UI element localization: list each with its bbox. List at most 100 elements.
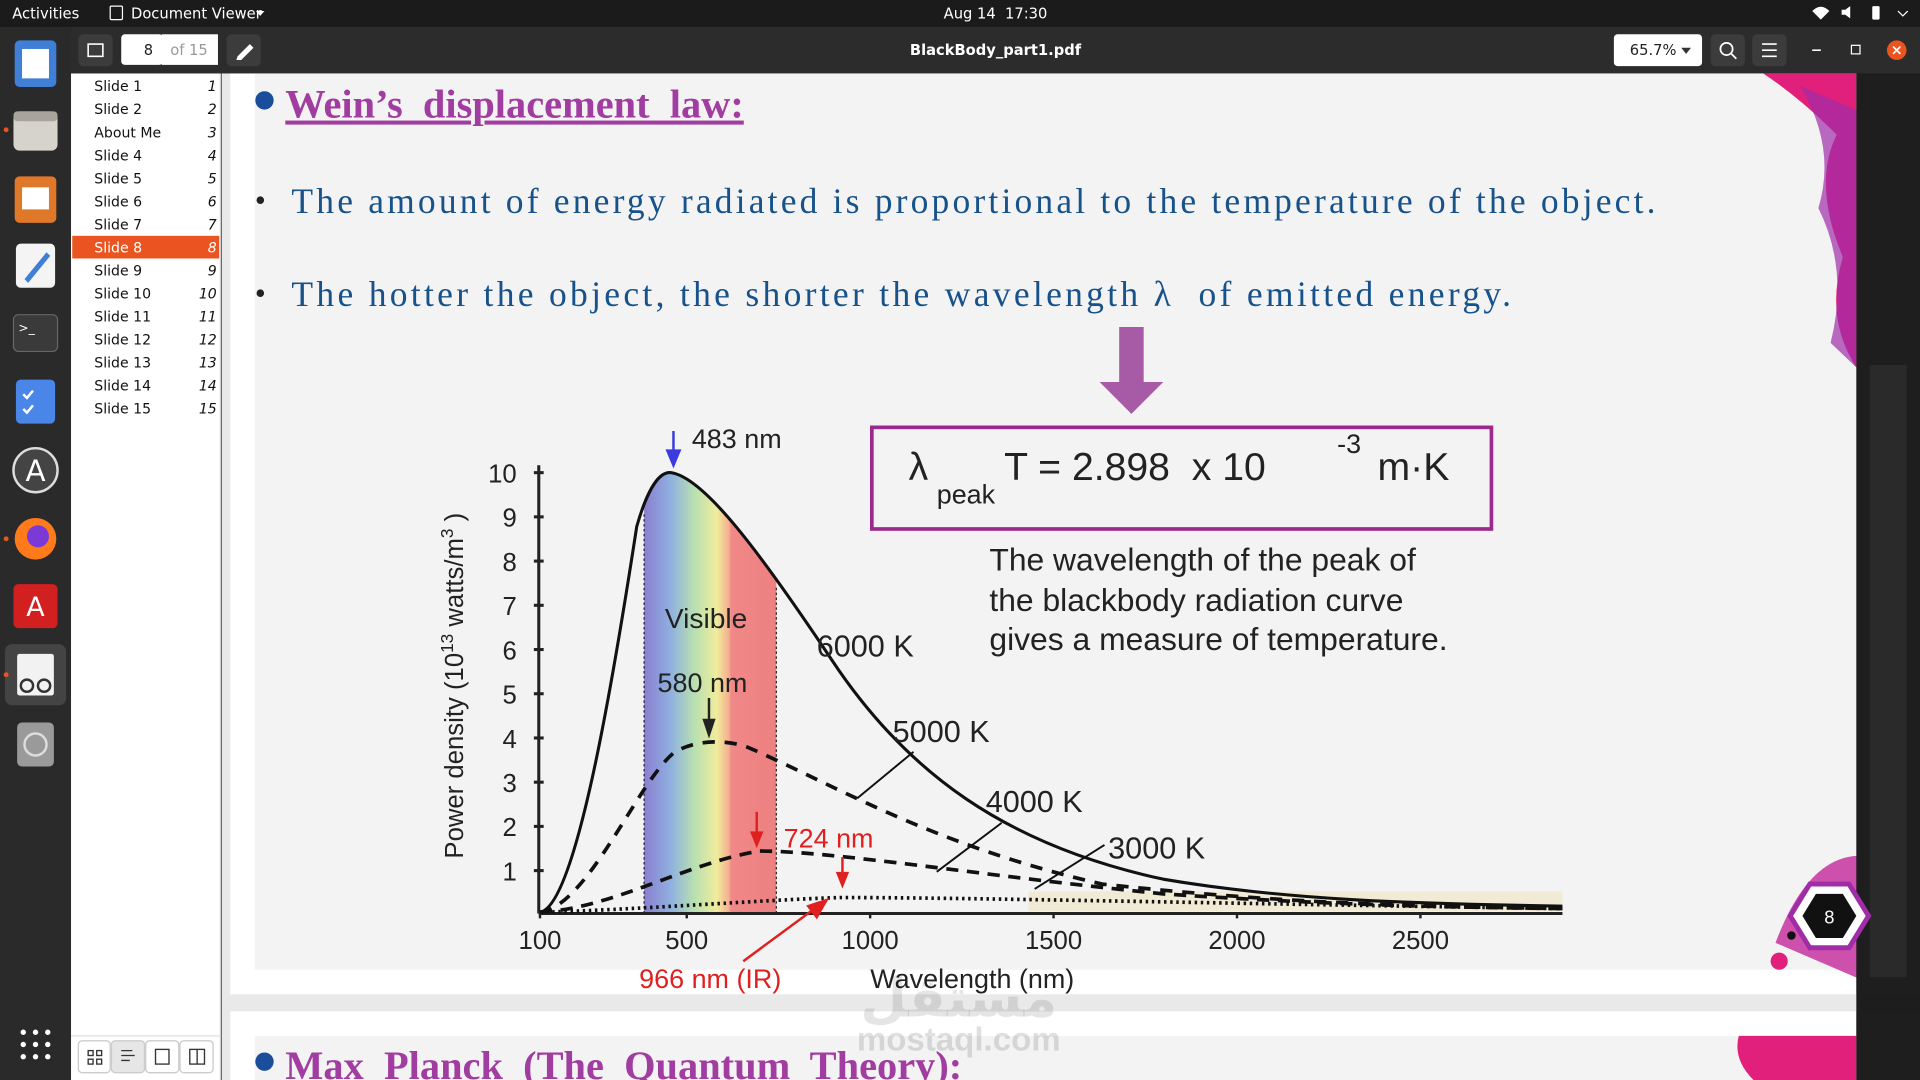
peak-label: 724 nm — [784, 823, 874, 853]
decoration — [1841, 6, 1851, 19]
y-label-exp: 13 — [437, 634, 457, 653]
y-label-unit-exp: 3 — [437, 529, 457, 539]
zoom-box[interactable] — [1613, 34, 1703, 67]
app-icon — [109, 5, 124, 21]
outline-item[interactable]: Slide 7 7 — [94, 217, 216, 233]
next-slide-decoration — [1737, 1035, 1857, 1080]
outline-page: 4 — [208, 148, 217, 164]
decoration — [17, 653, 54, 696]
y-tick-label: 10 — [488, 460, 517, 488]
outline-item[interactable]: Slide 14 14 — [94, 378, 216, 394]
decoration — [20, 1029, 26, 1035]
slide-title: Wein’s displacement law: — [285, 82, 743, 127]
outline-item[interactable]: Slide 1 1 — [94, 79, 216, 95]
page-count-box — [161, 34, 218, 65]
curve-3000k — [539, 895, 1563, 915]
formula-main: T = 2.898 x 10 — [1004, 446, 1266, 489]
decoration — [45, 1029, 51, 1035]
scrollbar-thumb[interactable] — [1869, 364, 1907, 978]
outline-page: 13 — [199, 355, 217, 371]
dock-icons[interactable]: >_ A A — [3, 40, 67, 1060]
outline-label: Slide 12 — [94, 332, 151, 348]
status-icons[interactable] — [1812, 6, 1909, 20]
activities[interactable]: Activities — [12, 5, 79, 22]
header-bar — [71, 26, 1920, 74]
clock[interactable]: Aug 14 17:30 — [944, 5, 1048, 22]
callout-arrow — [1099, 326, 1164, 414]
outline-item[interactable]: Slide 11 11 — [94, 309, 216, 325]
sidebar-toggle[interactable] — [78, 34, 113, 67]
decoration — [15, 243, 56, 288]
decoration — [23, 732, 48, 757]
app-menu[interactable]: Document Viewer — [131, 5, 263, 22]
description: the blackbody radiation curve — [989, 582, 1403, 618]
search-button[interactable] — [1710, 34, 1745, 67]
curve-6000k — [539, 471, 1563, 914]
decoration — [20, 1041, 26, 1048]
decoration — [3, 536, 9, 542]
outline-page: 1 — [208, 79, 217, 95]
outline-label: Slide 10 — [94, 286, 151, 302]
outline-item[interactable]: About Me 3 — [94, 125, 216, 141]
outline-page: 15 — [199, 402, 217, 418]
outline-item[interactable]: Slide 4 4 — [94, 148, 216, 164]
x-tick-label: 100 — [519, 927, 562, 955]
decoration — [19, 678, 35, 694]
outline-label: Slide 5 — [94, 171, 142, 187]
decoration — [1719, 42, 1734, 56]
decoration — [1762, 43, 1777, 58]
decoration — [20, 1054, 26, 1060]
decoration — [96, 1058, 103, 1065]
outline-label: Slide 13 — [94, 355, 151, 371]
decoration — [45, 1054, 51, 1060]
outline-item[interactable]: Slide 2 2 — [94, 102, 216, 118]
decoration: A — [26, 592, 45, 623]
decoration — [32, 1041, 39, 1048]
outline-item[interactable]: Slide 15 15 — [94, 402, 216, 418]
outline-label: Slide 6 — [94, 194, 142, 210]
zoom-arrow — [1681, 47, 1692, 54]
decoration — [32, 1029, 39, 1035]
sidebar-view-buttons[interactable] — [77, 1040, 214, 1074]
outline-item[interactable]: Slide 12 12 — [94, 332, 216, 348]
maximize-button[interactable] — [1850, 44, 1861, 55]
outline-item[interactable]: Slide 13 13 — [94, 355, 216, 371]
outline-item[interactable]: Slide 8 8 — [72, 235, 220, 259]
next-slide-title: Max Planck (The Quantum Theory): — [285, 1043, 962, 1080]
annotate-icon — [236, 44, 254, 60]
decoration — [1897, 10, 1909, 17]
peak-arrow — [750, 811, 850, 889]
outline-page: 2 — [208, 102, 217, 118]
outline-page: 11 — [199, 309, 217, 325]
outline-item[interactable]: Slide 9 9 — [94, 263, 216, 279]
curve-5000k — [539, 740, 1563, 915]
decoration — [3, 672, 9, 678]
decoration — [1892, 45, 1902, 55]
outline-label: Slide 11 — [94, 309, 151, 325]
decoration — [87, 1049, 94, 1057]
decoration — [12, 446, 59, 494]
description: The wavelength of the peak of — [989, 542, 1416, 578]
decoration — [1812, 6, 1830, 20]
peak-label: 483 nm — [692, 424, 782, 454]
decoration — [13, 584, 58, 629]
badge — [1802, 893, 1857, 938]
outline-item[interactable]: Slide 6 6 — [94, 194, 216, 210]
curve-label: 3000 K — [1108, 831, 1206, 865]
y-tick-label: 6 — [502, 637, 516, 665]
description: gives a measure of temperature. — [989, 621, 1447, 657]
page-entry[interactable] — [121, 34, 163, 65]
outline-item[interactable]: Slide 5 5 — [94, 171, 216, 187]
decoration — [22, 187, 49, 210]
page-number: 8 — [144, 42, 153, 59]
outline-page: 12 — [199, 332, 217, 348]
decoration — [20, 1029, 51, 1060]
formula-lambda: λ — [909, 446, 929, 489]
title-bullet — [255, 91, 274, 110]
decoration — [22, 389, 35, 415]
formula-box — [870, 425, 1494, 531]
peak-arrow — [665, 431, 682, 469]
curve-label: 5000 K — [893, 715, 991, 749]
outline-item[interactable]: Slide 10 10 — [94, 286, 216, 302]
